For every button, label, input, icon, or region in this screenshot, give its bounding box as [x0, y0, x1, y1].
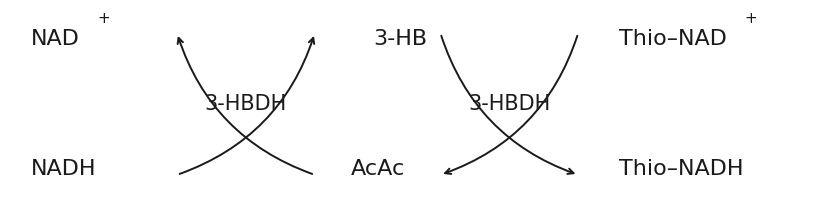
Text: Thio–NADH: Thio–NADH	[619, 159, 743, 179]
Text: 3-HBDH: 3-HBDH	[468, 94, 551, 114]
Text: +: +	[98, 11, 110, 26]
Text: NADH: NADH	[31, 159, 96, 179]
Text: AcAc: AcAc	[351, 159, 405, 179]
Text: NAD: NAD	[31, 29, 80, 49]
Text: Thio–NAD: Thio–NAD	[619, 29, 726, 49]
Text: 3-HBDH: 3-HBDH	[205, 94, 287, 114]
Text: 3-HB: 3-HB	[373, 29, 427, 49]
Text: +: +	[744, 11, 757, 26]
